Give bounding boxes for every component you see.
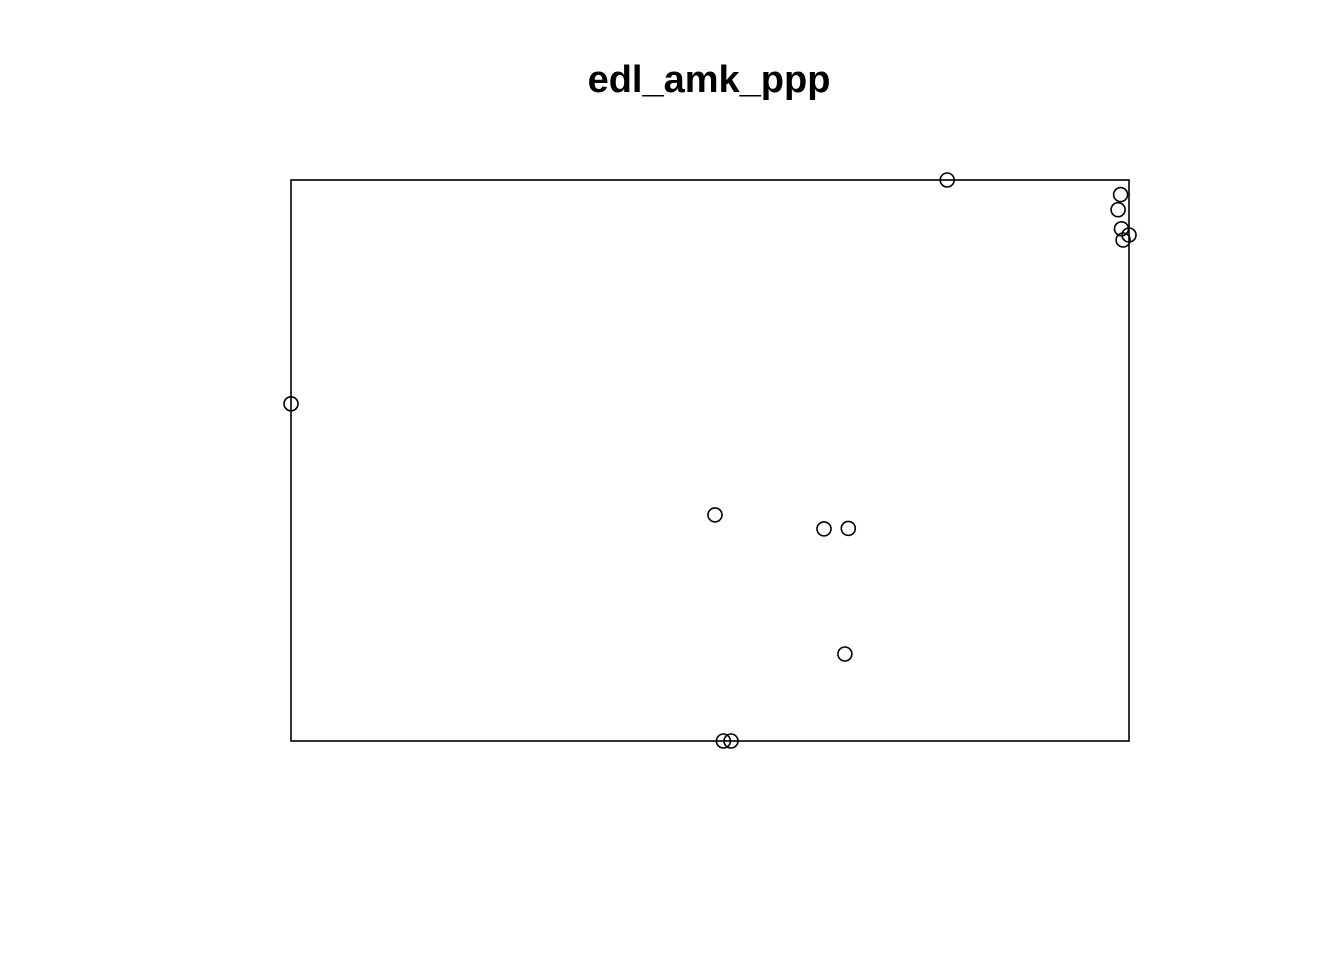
data-point-1 [939,172,956,188]
data-point-10 [840,520,857,537]
data-point-3 [1110,201,1126,218]
data-point-7 [283,395,299,412]
data-point-13 [723,733,739,749]
chart-title: edl_amk_ppp [587,59,831,101]
data-point-12 [715,733,732,749]
data-point-11 [837,646,853,662]
data-point-6 [1121,227,1137,243]
data-point-8 [707,507,723,523]
data-point-9 [816,521,832,537]
points-layer [283,172,1137,749]
data-point-2 [1112,186,1129,203]
observation-window [290,179,1130,742]
